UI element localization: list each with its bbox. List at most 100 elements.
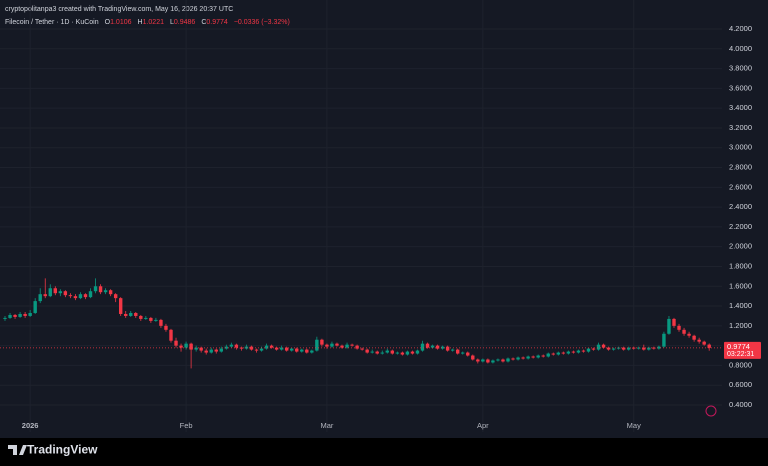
candle-body bbox=[300, 349, 304, 352]
candle-body bbox=[23, 313, 27, 316]
candle-body bbox=[621, 347, 626, 350]
candle-body bbox=[194, 347, 198, 350]
candle-body bbox=[581, 350, 586, 352]
candle-body bbox=[290, 348, 294, 351]
candle-body bbox=[144, 317, 148, 319]
candle-body bbox=[647, 347, 651, 350]
candle-body bbox=[445, 346, 450, 351]
legend-key: O bbox=[105, 19, 111, 26]
candle-body bbox=[189, 343, 193, 350]
y-tick-label: 0.8000 bbox=[729, 360, 752, 369]
candle-body bbox=[249, 346, 254, 350]
candle-body bbox=[310, 350, 314, 353]
candle-body bbox=[174, 340, 178, 346]
candle-body bbox=[88, 291, 93, 298]
candle-body bbox=[486, 359, 490, 363]
candle-body bbox=[551, 353, 555, 355]
candle-body bbox=[667, 318, 671, 334]
candle-body bbox=[179, 345, 183, 348]
candle-body bbox=[48, 288, 52, 297]
y-tick-label: 2.6000 bbox=[729, 182, 752, 191]
candle-body bbox=[68, 295, 73, 297]
legend-key: H bbox=[138, 19, 143, 26]
candle-body bbox=[601, 344, 606, 348]
candle-body bbox=[63, 291, 68, 296]
y-tick-label: 0.6000 bbox=[729, 380, 752, 389]
y-tick-label: 0.4000 bbox=[729, 400, 752, 409]
candle-body bbox=[576, 350, 581, 353]
candle-body bbox=[154, 319, 158, 321]
candle-body bbox=[466, 352, 470, 356]
brand-logo bbox=[8, 445, 27, 455]
y-tick-label: 1.2000 bbox=[729, 321, 752, 330]
candle-body bbox=[410, 351, 415, 354]
candle-body bbox=[596, 344, 601, 350]
candle-body bbox=[139, 315, 143, 319]
candle-body bbox=[78, 294, 83, 299]
candle-body bbox=[325, 344, 329, 347]
candle-body bbox=[113, 294, 118, 299]
candle-body bbox=[662, 333, 666, 347]
candle-body bbox=[697, 339, 701, 342]
candle-body bbox=[279, 347, 284, 350]
y-tick-label: 3.8000 bbox=[729, 64, 752, 73]
candle-body bbox=[295, 348, 299, 352]
y-tick-label: 2.0000 bbox=[729, 242, 752, 251]
candle-body bbox=[405, 351, 410, 355]
legend: Filecoin / Tether · 1D · KuCoin O1.0106 H1… bbox=[5, 19, 290, 26]
candle-body bbox=[450, 349, 455, 351]
candle-body bbox=[385, 350, 389, 353]
candle-body bbox=[159, 319, 163, 326]
candle-body bbox=[118, 298, 123, 314]
y-tick-label: 3.4000 bbox=[729, 103, 752, 112]
header: cryptopolitanpa3 created with TradingVie… bbox=[5, 6, 233, 13]
candle-body bbox=[375, 351, 379, 354]
candle-body bbox=[239, 347, 244, 349]
candle-body bbox=[43, 294, 47, 297]
candle-body bbox=[103, 290, 108, 293]
candle-body bbox=[98, 286, 103, 293]
candle-body bbox=[471, 355, 475, 360]
candle-body bbox=[652, 347, 656, 349]
candle-body bbox=[511, 358, 515, 360]
alert-icon[interactable] bbox=[705, 405, 717, 417]
candle-body bbox=[400, 352, 405, 355]
candle-body bbox=[541, 355, 545, 357]
candle-body bbox=[360, 348, 364, 350]
candle-body bbox=[521, 357, 525, 359]
x-tick-label: Feb bbox=[180, 421, 193, 430]
candle-body bbox=[264, 345, 269, 349]
y-tick-label: 2.8000 bbox=[729, 163, 752, 172]
candle-body bbox=[284, 347, 289, 351]
candle-body bbox=[53, 288, 57, 294]
candle-body bbox=[476, 359, 480, 362]
candle-body bbox=[129, 312, 133, 316]
candle-body bbox=[224, 346, 229, 349]
legend-value: 1.0106 bbox=[110, 19, 132, 26]
legend-value: 1.0221 bbox=[143, 19, 165, 26]
y-tick-label: 2.4000 bbox=[729, 202, 752, 211]
candle-body bbox=[365, 349, 369, 353]
candle-body bbox=[506, 358, 510, 362]
candle-body bbox=[164, 325, 168, 330]
candle-body bbox=[390, 350, 395, 354]
candle-body bbox=[491, 360, 495, 363]
candle-body bbox=[254, 349, 259, 351]
y-tick-label: 4.0000 bbox=[729, 44, 752, 53]
candle-body bbox=[461, 352, 465, 354]
y-tick-label: 2.2000 bbox=[729, 222, 752, 231]
candle-body bbox=[169, 329, 173, 341]
candle-body bbox=[124, 313, 128, 316]
candle-body bbox=[395, 352, 400, 354]
candle-body bbox=[516, 357, 520, 360]
candle-body bbox=[320, 339, 324, 345]
candle-body bbox=[435, 345, 440, 349]
candle-body bbox=[259, 348, 264, 351]
x-tick-label: May bbox=[627, 421, 641, 430]
y-tick-label: 3.2000 bbox=[729, 123, 752, 132]
candle-body bbox=[682, 329, 686, 334]
candle-body bbox=[149, 317, 153, 321]
candle-body bbox=[18, 313, 22, 317]
